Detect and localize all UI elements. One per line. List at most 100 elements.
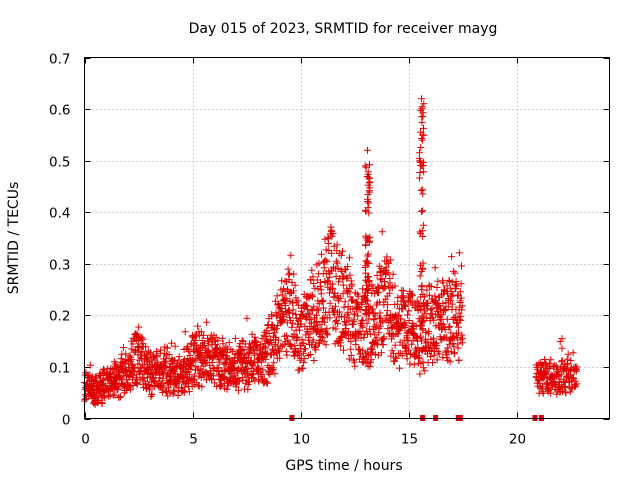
data-point [171, 342, 179, 350]
data-point [355, 345, 362, 353]
plot-frame [84, 57, 610, 419]
data-point [408, 290, 416, 298]
data-point [293, 333, 301, 341]
data-point [439, 299, 447, 307]
data-point [403, 355, 411, 363]
data-point [343, 263, 351, 271]
data-point [191, 337, 199, 344]
data-point [366, 161, 373, 169]
data-point [322, 341, 330, 349]
data-point [170, 388, 178, 396]
data-point [306, 330, 314, 338]
data-point [444, 290, 451, 298]
data-point [328, 267, 336, 275]
data-point [333, 317, 340, 324]
data-point [280, 341, 288, 349]
data-point [204, 348, 212, 356]
data-point [125, 352, 133, 360]
data-point [421, 309, 429, 317]
data-point [551, 361, 559, 369]
data-point [282, 347, 290, 355]
data-point [360, 334, 368, 341]
data-point [453, 319, 460, 327]
data-point [309, 336, 317, 344]
data-point [364, 285, 372, 293]
data-point [418, 227, 426, 235]
data-point [275, 347, 283, 355]
data-point [320, 338, 328, 346]
data-point [286, 289, 294, 297]
data-point [341, 318, 348, 326]
data-point [547, 356, 555, 364]
data-point [134, 360, 142, 368]
data-point [539, 389, 547, 397]
data-point [418, 337, 425, 345]
data-point [363, 311, 371, 318]
data-point [566, 388, 574, 396]
data-point [365, 259, 373, 267]
data-point [303, 302, 311, 310]
data-point [387, 256, 395, 264]
data-point [442, 333, 450, 341]
data-point [447, 296, 455, 304]
data-point [357, 300, 365, 308]
data-point [416, 149, 423, 157]
data-point [296, 356, 304, 364]
data-point [326, 299, 334, 307]
data-point [163, 344, 171, 352]
data-point [133, 330, 141, 338]
data-point [310, 280, 318, 287]
data-point [235, 377, 243, 385]
data-point [417, 144, 425, 151]
data-point [271, 329, 279, 337]
data-point [287, 251, 295, 259]
data-point [107, 364, 115, 372]
data-point [139, 361, 147, 369]
data-point [358, 317, 366, 325]
data-point [258, 370, 266, 378]
data-point [259, 366, 267, 374]
data-point [419, 291, 427, 298]
data-point [389, 270, 397, 278]
data-point [372, 321, 380, 329]
data-point [448, 288, 456, 296]
data-point [366, 330, 374, 338]
data-point [369, 309, 377, 317]
data-point [417, 332, 424, 340]
data-point [362, 297, 369, 305]
data-point [373, 272, 381, 279]
data-point [328, 249, 336, 257]
data-point [346, 271, 354, 279]
data-point [168, 339, 176, 347]
data-point [301, 355, 309, 362]
data-point [418, 103, 426, 111]
data-point [132, 347, 140, 355]
x-tick-label: 5 [189, 432, 198, 448]
data-point [429, 359, 437, 366]
data-point [371, 290, 379, 298]
data-point [364, 170, 372, 178]
data-point [433, 356, 441, 364]
data-point [86, 361, 94, 369]
data-point [291, 281, 299, 289]
data-point [573, 363, 581, 371]
data-point [230, 357, 238, 365]
x-tick-label: 0 [81, 432, 90, 448]
data-point [543, 374, 551, 382]
data-point [359, 323, 367, 331]
data-point [132, 329, 140, 337]
data-point [417, 305, 425, 313]
data-point [257, 341, 264, 349]
data-point [562, 389, 570, 397]
data-point [363, 281, 370, 289]
data-point [348, 282, 356, 290]
data-point [438, 311, 446, 318]
data-point [334, 295, 342, 303]
data-point [131, 364, 139, 372]
data-point [264, 379, 271, 387]
data-point [273, 292, 281, 300]
data-point [363, 258, 371, 266]
data-point [190, 375, 198, 383]
data-point [367, 356, 375, 364]
data-point [278, 342, 286, 350]
